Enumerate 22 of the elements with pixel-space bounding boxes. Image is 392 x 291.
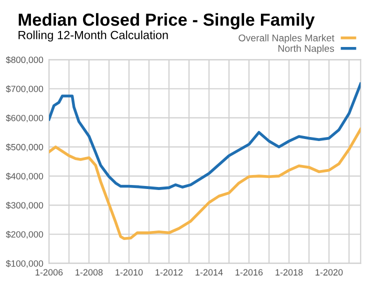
y-tick-label: $400,000: [6, 172, 44, 180]
x-tick-label: 1-2012: [156, 269, 183, 276]
y-tick-label: $300,000: [6, 202, 44, 210]
chart-title: Median Closed Price - Single Family: [18, 13, 315, 30]
legend-label: Overall Naples Market: [238, 34, 334, 44]
x-tick-label: 1-2020: [316, 269, 343, 276]
chart-subtitle: Rolling 12-Month Calculation: [18, 30, 168, 42]
x-tick-label: 1-2008: [76, 269, 103, 276]
y-tick-label: $200,000: [6, 230, 44, 239]
line-series: [49, 82, 361, 190]
x-tick-label: 1-2006: [36, 269, 63, 276]
y-tick-label: $700,000: [6, 85, 44, 94]
x-tick-label: 1-2018: [276, 269, 303, 276]
x-tick-label: 1-2014: [196, 269, 223, 276]
y-tick-label: $800,000: [6, 56, 44, 64]
y-tick-label: $600,000: [6, 114, 44, 122]
x-tick-label: 1-2016: [236, 269, 263, 276]
y-tick-label: $100,000: [6, 260, 44, 268]
legend-label: North Naples: [278, 44, 334, 54]
line-series: [49, 128, 361, 240]
y-tick-label: $500,000: [6, 144, 44, 152]
x-tick-label: 1-2010: [116, 269, 143, 276]
